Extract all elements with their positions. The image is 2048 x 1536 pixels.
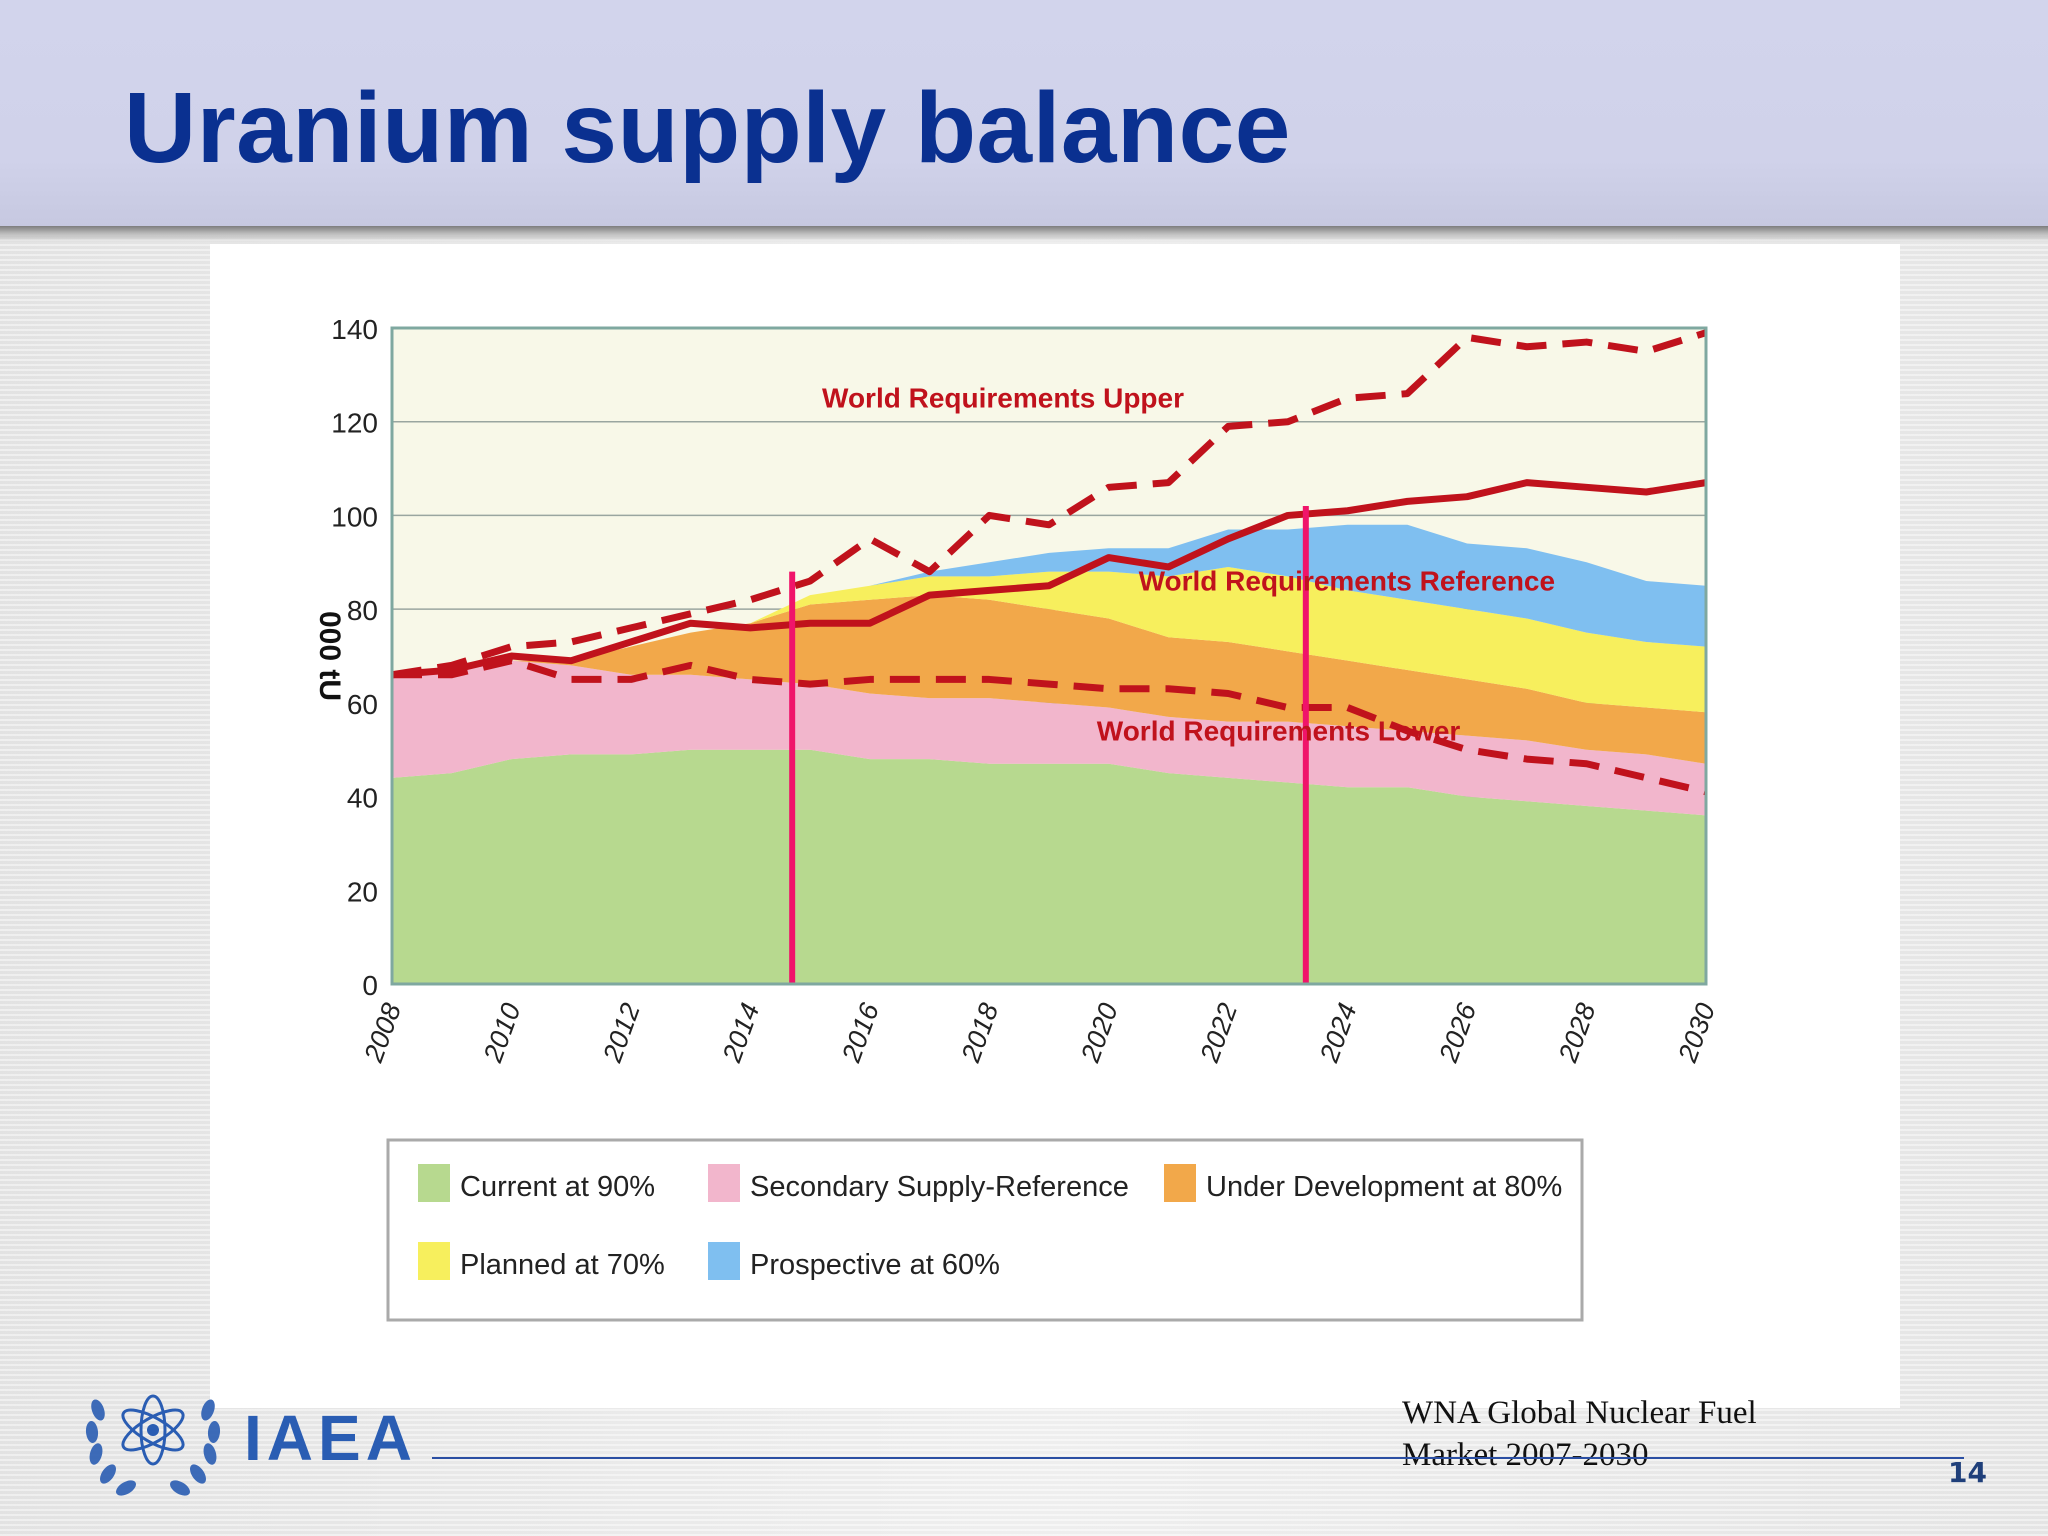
legend-label: Current at 90% bbox=[460, 1171, 655, 1203]
legend-label: Planned at 70% bbox=[460, 1249, 665, 1281]
iaea-emblem-icon bbox=[85, 1394, 221, 1496]
legend-label: Prospective at 60% bbox=[750, 1249, 1000, 1281]
y-tick-label: 40 bbox=[347, 783, 378, 814]
x-tick-label: 2012 bbox=[597, 999, 646, 1067]
area-series-1 bbox=[392, 749, 1706, 984]
legend-swatch bbox=[1164, 1164, 1196, 1202]
legend-swatch bbox=[418, 1164, 450, 1202]
source-note: WNA Global Nuclear Fuel Market 2007-2030 bbox=[1402, 1392, 1822, 1476]
chart-panel: World Requirements Upper World Requiremen… bbox=[210, 244, 1900, 1408]
area-series-4 bbox=[392, 566, 1706, 713]
line-label-2: World Requirements Reference bbox=[1139, 565, 1556, 596]
legend-box bbox=[386, 1138, 1584, 1322]
legend-swatch bbox=[708, 1164, 740, 1202]
x-tick-label: 2022 bbox=[1194, 999, 1243, 1067]
requirements-line-2 bbox=[391, 479, 1707, 679]
legend: Current at 90% Secondary Supply-Reference… bbox=[386, 1138, 1584, 1322]
line-label-3: World Requirements Lower bbox=[1097, 715, 1461, 746]
x-tick-label: 2030 bbox=[1672, 999, 1721, 1067]
page-number: 14 bbox=[1948, 1456, 1987, 1489]
y-tick-label: 60 bbox=[347, 689, 378, 720]
x-tick-label: 2024 bbox=[1314, 999, 1363, 1067]
y-tick-label: 100 bbox=[331, 501, 378, 532]
line-label-1: World Requirements Upper bbox=[822, 383, 1184, 414]
x-tick-label: 2016 bbox=[836, 998, 885, 1067]
source-line-1: WNA Global Nuclear Fuel bbox=[1402, 1395, 1757, 1431]
y-axis-label: 000 tU bbox=[313, 611, 346, 701]
legend-swatch bbox=[418, 1242, 450, 1280]
uranium-supply-chart: World Requirements Upper World Requiremen… bbox=[313, 314, 1721, 1322]
requirements-line-1 bbox=[391, 329, 1708, 679]
y-tick-label: 140 bbox=[331, 314, 378, 345]
header-shadow bbox=[0, 226, 2048, 242]
legend-label: Under Development at 80% bbox=[1206, 1171, 1562, 1203]
y-tick-label: 80 bbox=[347, 595, 378, 626]
area-series-5 bbox=[392, 524, 1706, 675]
y-tick-label: 120 bbox=[331, 408, 378, 439]
x-tick-label: 2020 bbox=[1075, 999, 1124, 1067]
header-band bbox=[0, 0, 2048, 228]
iaea-wordmark: IAEA bbox=[244, 1402, 417, 1474]
slide-title: Uranium supply balance bbox=[124, 72, 1291, 184]
legend-label: Secondary Supply-Reference bbox=[750, 1171, 1129, 1203]
x-tick-label: 2018 bbox=[955, 999, 1004, 1067]
area-series-2 bbox=[392, 660, 1706, 816]
y-tick-label: 20 bbox=[347, 876, 378, 907]
x-tick-label: 2008 bbox=[358, 999, 407, 1067]
legend-swatch bbox=[708, 1242, 740, 1280]
requirements-line-3 bbox=[392, 657, 1707, 796]
source-line-2: Market 2007-2030 bbox=[1402, 1437, 1649, 1473]
area-series-3 bbox=[392, 595, 1706, 764]
x-tick-label: 2026 bbox=[1433, 998, 1482, 1067]
plot-frame bbox=[390, 326, 1708, 986]
y-tick-label: 0 bbox=[362, 970, 378, 1001]
x-tick-label: 2028 bbox=[1552, 999, 1601, 1067]
x-tick-label: 2014 bbox=[716, 999, 765, 1067]
footer-divider bbox=[432, 1457, 1964, 1459]
x-tick-label: 2010 bbox=[477, 999, 526, 1067]
